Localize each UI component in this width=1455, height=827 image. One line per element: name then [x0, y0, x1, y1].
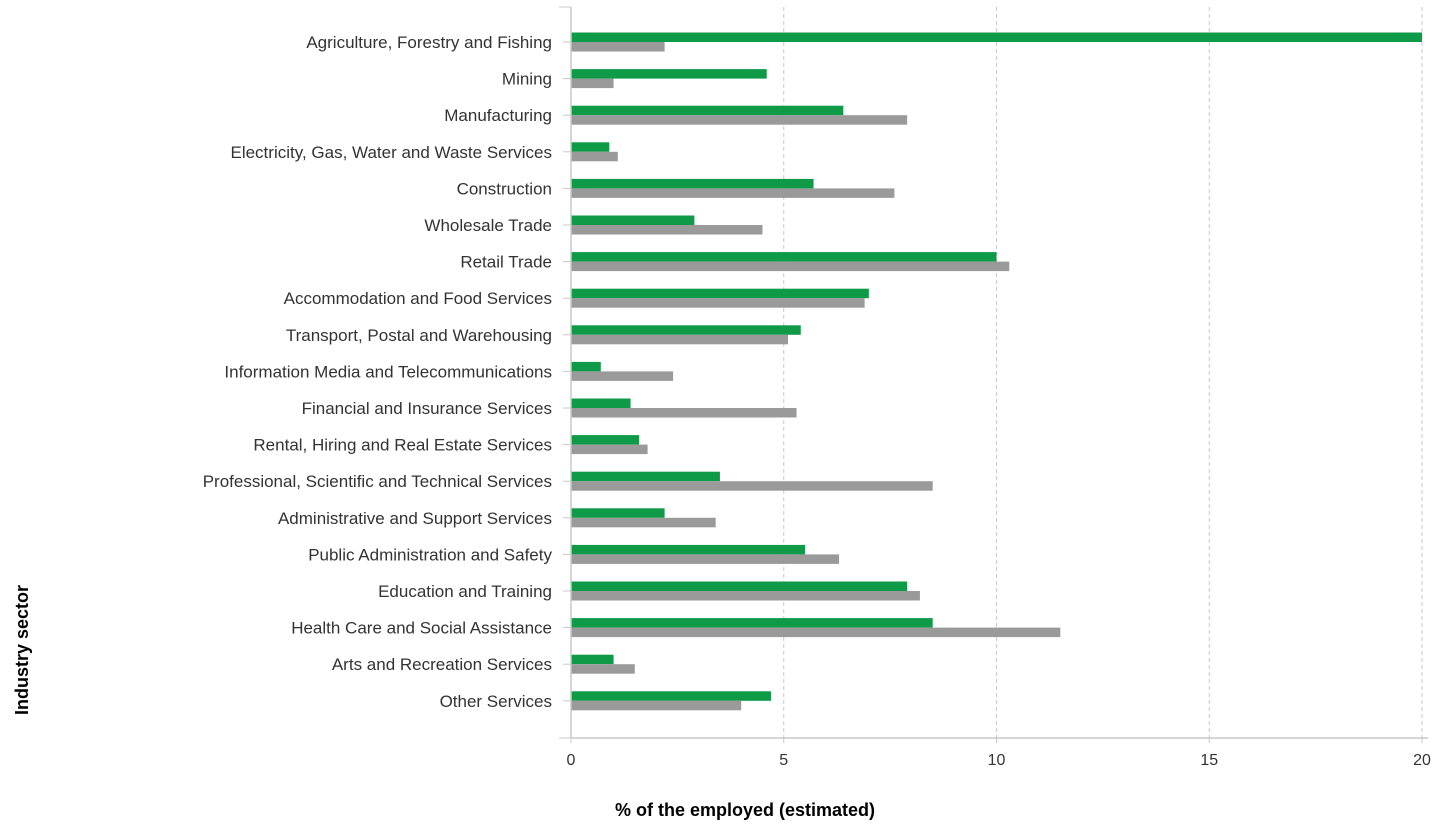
bar-series2-14 [571, 554, 840, 564]
bar-series1-0 [571, 32, 1422, 42]
bar-series1-5 [571, 215, 695, 225]
bar-series2-3 [571, 151, 618, 162]
bar-series1-6 [571, 252, 997, 262]
category-label-5: Wholesale Trade [424, 216, 552, 235]
category-label-12: Professional, Scientific and Technical S… [203, 472, 552, 491]
category-label-10: Financial and Insurance Services [302, 399, 552, 418]
category-label-2: Manufacturing [444, 106, 552, 125]
bar-series1-18 [571, 691, 771, 701]
bar-series2-13 [571, 517, 716, 528]
category-label-17: Arts and Recreation Services [332, 655, 552, 674]
x-tick-label-1: 5 [779, 752, 788, 769]
bar-series1-10 [571, 398, 631, 408]
bar-series2-16 [571, 627, 1061, 638]
bar-series1-1 [571, 69, 767, 79]
bar-series1-9 [571, 361, 601, 372]
category-label-18: Other Services [440, 692, 552, 711]
bar-series2-4 [571, 188, 895, 198]
category-label-3: Electricity, Gas, Water and Waste Servic… [230, 143, 552, 162]
bar-series2-1 [571, 78, 614, 89]
category-label-15: Education and Training [378, 582, 552, 601]
bar-series1-7 [571, 288, 869, 299]
bar-series1-14 [571, 544, 806, 555]
category-label-1: Mining [502, 70, 552, 89]
bar-series2-10 [571, 408, 797, 418]
x-tick-label-0: 0 [567, 752, 576, 769]
bar-series2-0 [571, 42, 665, 52]
bar-series2-8 [571, 334, 789, 345]
x-tick-label-3: 15 [1200, 752, 1218, 769]
category-label-6: Retail Trade [460, 253, 552, 272]
axes [559, 6, 1428, 743]
bar-series2-5 [571, 225, 763, 235]
y-axis-title: Industry sector [12, 585, 32, 715]
bar-series2-7 [571, 298, 865, 308]
tick-labels: 0 5 10 15 20 [567, 752, 1431, 769]
bar-series1-4 [571, 178, 814, 189]
category-label-7: Accommodation and Food Services [284, 289, 552, 308]
bars [571, 32, 1422, 711]
bar-series2-6 [571, 261, 1010, 272]
category-label-11: Rental, Hiring and Real Estate Services [253, 436, 552, 455]
category-label-0: Agriculture, Forestry and Fishing [306, 33, 552, 52]
category-label-14: Public Administration and Safety [308, 545, 552, 564]
x-axis-title: % of the employed (estimated) [615, 800, 875, 820]
bar-series2-2 [571, 115, 908, 125]
bar-series2-17 [571, 664, 635, 674]
category-label-9: Information Media and Telecommunications [224, 362, 552, 381]
bar-series1-17 [571, 654, 614, 665]
category-label-4: Construction [457, 179, 552, 198]
bar-series1-11 [571, 435, 640, 445]
x-tick-label-4: 20 [1413, 752, 1431, 769]
category-labels: Agriculture, Forestry and Fishing Mining M… [203, 33, 553, 711]
bar-series2-18 [571, 700, 742, 711]
bar-series1-12 [571, 471, 720, 482]
bar-series1-13 [571, 508, 665, 518]
x-tick-label-2: 10 [988, 752, 1006, 769]
bar-series1-16 [571, 618, 933, 628]
category-label-16: Health Care and Social Assistance [291, 619, 552, 638]
grid-lines [783, 7, 1423, 738]
bar-series1-8 [571, 325, 801, 335]
bar-series2-15 [571, 591, 920, 601]
bar-series2-11 [571, 444, 648, 455]
bar-series2-12 [571, 481, 933, 491]
bar-series1-3 [571, 142, 610, 152]
bar-series2-9 [571, 371, 674, 381]
bar-series1-15 [571, 581, 908, 591]
category-label-8: Transport, Postal and Warehousing [286, 326, 552, 345]
bar-series1-2 [571, 105, 844, 116]
category-label-13: Administrative and Support Services [278, 509, 552, 528]
